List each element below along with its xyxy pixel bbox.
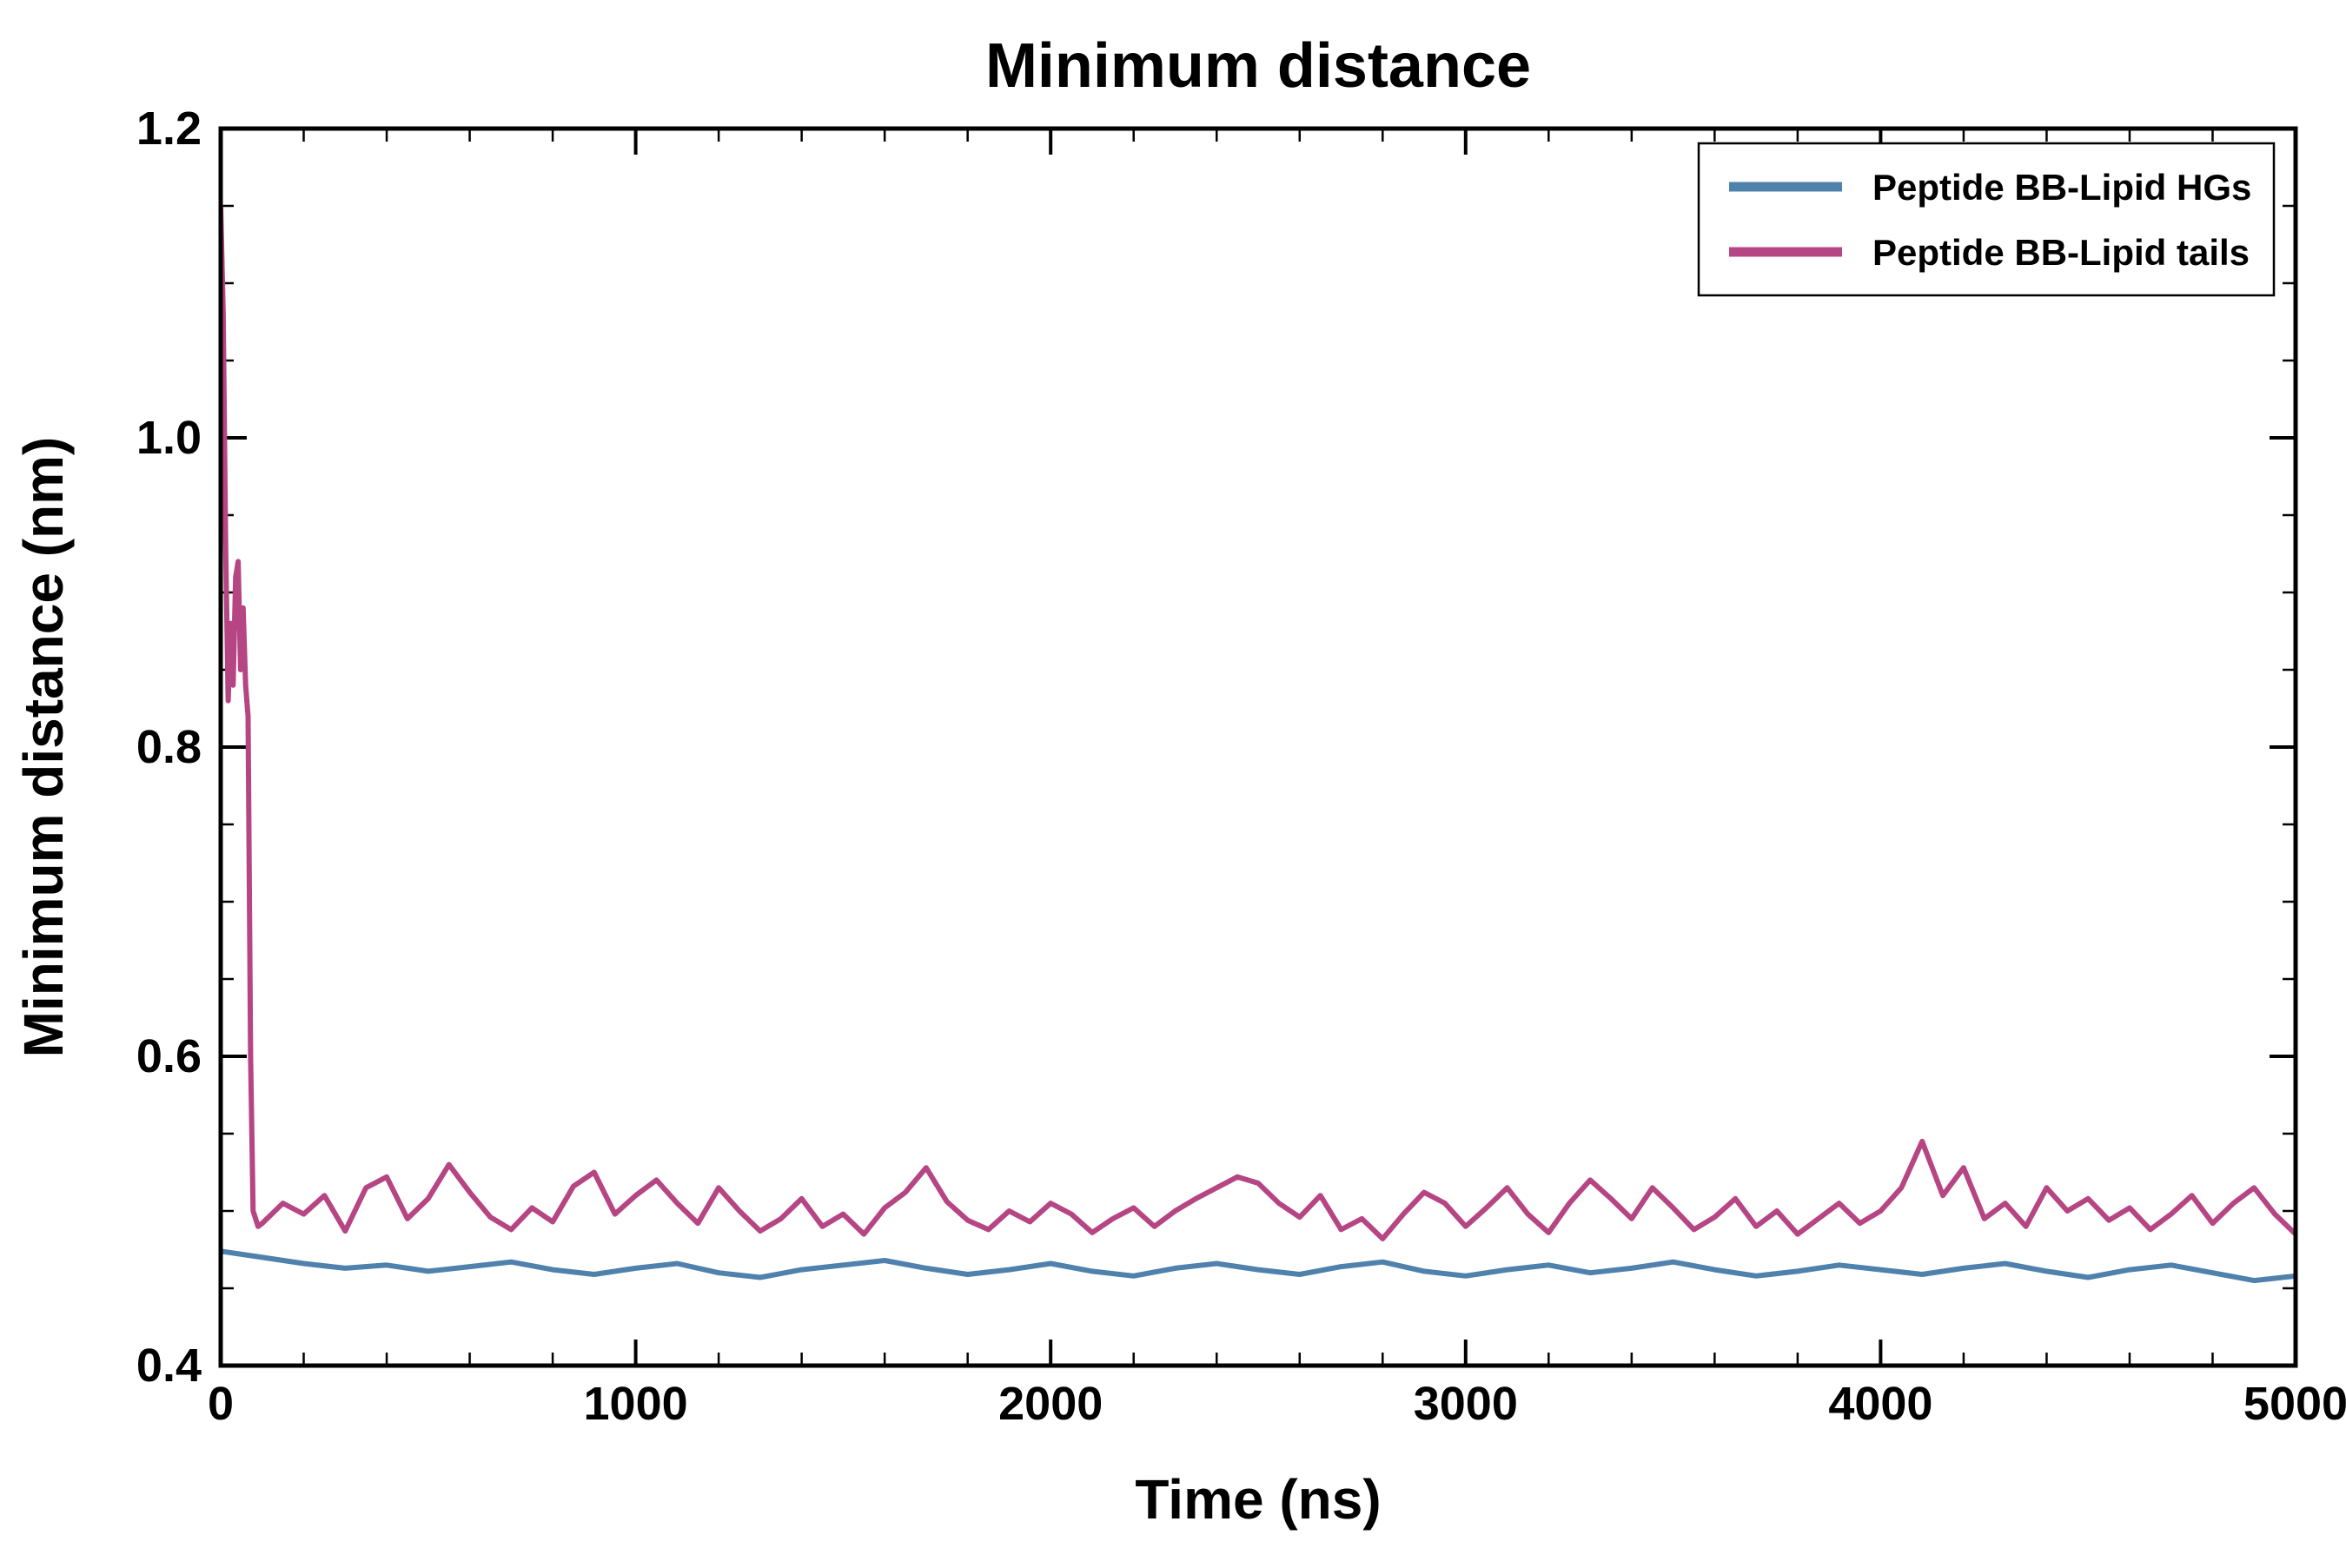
series-line-1 <box>221 203 2296 1241</box>
series-line-0 <box>221 1248 2296 1284</box>
x-tick-label: 4000 <box>1828 1378 1932 1430</box>
x-tick-label: 2000 <box>998 1378 1103 1430</box>
plot-frame <box>218 126 2298 1368</box>
x-tick-label: 1000 <box>584 1378 688 1430</box>
legend-label-1: Peptide BB-Lipid tails <box>1872 232 2250 273</box>
x-tick-label: 0 <box>208 1378 234 1430</box>
chart-title: Minimum distance <box>985 31 1531 101</box>
x-axis-label: Time (ns) <box>1135 1468 1381 1531</box>
legend-box <box>1697 142 2276 297</box>
y-tick-label: 0.8 <box>136 721 202 773</box>
legend-label-0: Peptide BB-Lipid HGs <box>1872 167 2251 208</box>
x-tick-label: 5000 <box>2243 1378 2346 1430</box>
y-tick-label: 1.0 <box>136 412 202 464</box>
series-group <box>221 203 2296 1284</box>
x-tick-label: 3000 <box>1414 1378 1518 1430</box>
y-tick-label: 0.6 <box>136 1030 202 1082</box>
y-axis-label: Minimum distance (nm) <box>12 437 75 1058</box>
y-tick-label: 1.2 <box>136 103 202 155</box>
y-tick-label: 0.4 <box>136 1340 202 1392</box>
